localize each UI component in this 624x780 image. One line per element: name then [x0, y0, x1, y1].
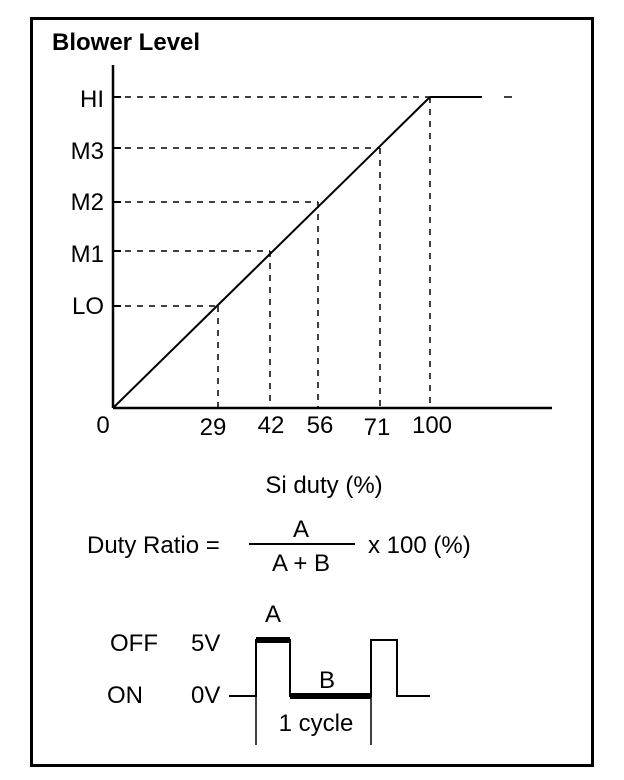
y-label-m1: M1 [71, 241, 104, 268]
x-tick-29: 29 [200, 414, 227, 441]
pulse-b-label: B [319, 667, 335, 694]
x-tick-71: 71 [364, 414, 391, 441]
x-axis-label: Si duty (%) [265, 472, 382, 499]
diagram-frame [30, 17, 594, 767]
formula-denominator: A + B [272, 550, 330, 577]
low-voltage-label: 0V [191, 682, 220, 709]
pulse-a-label: A [265, 601, 281, 628]
on-label: ON [107, 682, 143, 709]
off-label: OFF [110, 630, 158, 657]
high-voltage-label: 5V [191, 630, 220, 657]
formula-left: Duty Ratio = [87, 532, 220, 559]
y-label-lo: LO [72, 293, 104, 320]
formula-right: x 100 (%) [368, 532, 471, 559]
vertical-guides [217, 97, 431, 408]
blower-level-line [112, 96, 431, 409]
y-label-hi: HI [80, 86, 104, 113]
cycle-label: 1 cycle [279, 710, 354, 737]
diagram-title: Blower Level [52, 29, 200, 56]
formula-numerator: A [293, 516, 309, 543]
y-label-m3: M3 [71, 138, 104, 165]
x-tick-100: 100 [412, 412, 452, 439]
x-tick-56: 56 [307, 412, 334, 439]
y-label-m2: M2 [71, 189, 104, 216]
x-tick-42: 42 [258, 412, 285, 439]
horizontal-guides [113, 96, 430, 307]
x-tick-0: 0 [96, 412, 109, 439]
